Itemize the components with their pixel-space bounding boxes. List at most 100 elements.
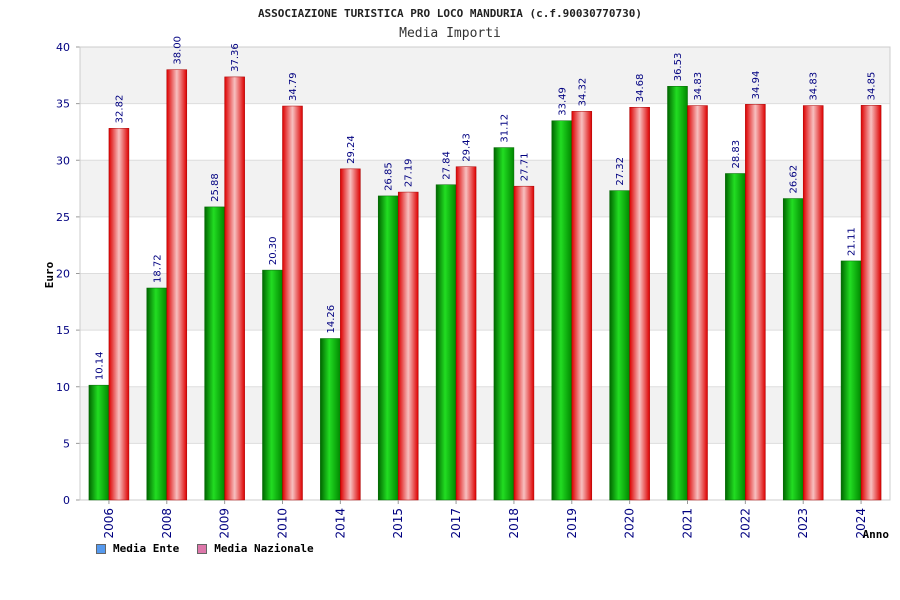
bar-media-ente-2015 — [377, 195, 399, 501]
bar-media-ente-2010 — [262, 269, 283, 501]
data-label: 34.83 — [693, 72, 704, 101]
legend-swatch-media-nazionale — [197, 543, 208, 554]
bar-media-nazionale-2021 — [687, 105, 708, 501]
x-tick-label: 2008 — [160, 508, 174, 539]
x-tick-label: 2006 — [102, 508, 116, 539]
y-tick-label: 25 — [56, 211, 70, 224]
bar-media-nazionale-2018 — [513, 185, 535, 501]
data-label: 14.26 — [326, 305, 337, 334]
plot-band — [80, 386, 890, 444]
x-tick-label: 2017 — [449, 508, 463, 539]
x-tick-label: 2022 — [738, 508, 752, 539]
legend: Media Ente Media Nazionale — [96, 542, 314, 555]
plot-band — [80, 273, 890, 331]
bar-media-nazionale-2017 — [455, 166, 477, 501]
bars — [88, 69, 882, 501]
x-tick-label: 2014 — [333, 508, 347, 539]
plot-band — [80, 103, 890, 161]
y-tick-label: 30 — [56, 154, 70, 167]
y-tick-label: 15 — [56, 324, 70, 337]
data-label: 36.53 — [673, 53, 684, 82]
bar-media-ente-2022 — [725, 173, 746, 501]
plot-band — [80, 216, 890, 274]
data-label: 25.88 — [210, 173, 221, 202]
data-label: 34.83 — [809, 72, 820, 101]
x-axis: 2006 2008 2009 2010 2014 2015 2017 2018 2019 2020… — [102, 500, 868, 539]
legend-item-media-ente: Media Ente — [96, 542, 179, 555]
x-tick-label: 2010 — [276, 508, 290, 539]
y-tick-label: 5 — [63, 437, 70, 450]
data-label: 34.68 — [635, 74, 646, 103]
legend-item-media-nazionale: Media Nazionale — [197, 542, 314, 555]
plot-band — [80, 160, 890, 217]
chart-title: ASSOCIAZIONE TURISTICA PRO LOCO MANDURIA… — [258, 7, 642, 20]
y-tick-label: 10 — [56, 381, 70, 394]
bar-media-ente-2024 — [840, 260, 862, 501]
y-tick-label: 35 — [56, 98, 70, 111]
x-tick-label: 2020 — [623, 508, 637, 539]
bar-media-ente-2014 — [320, 338, 341, 501]
data-labels: 10.14 32.82 18.72 38.00 25.88 37.36 20.30 34.79… — [94, 36, 877, 380]
data-label: 32.82 — [114, 95, 125, 124]
bar-media-ente-2019 — [551, 120, 573, 501]
bar-media-nazionale-2019 — [571, 111, 593, 501]
data-label: 27.32 — [615, 157, 626, 186]
bar-media-nazionale-2020 — [629, 106, 650, 501]
x-axis-label: Anno — [863, 528, 890, 541]
plot-band — [80, 443, 890, 500]
plot-band — [80, 330, 890, 387]
data-label: 29.43 — [462, 133, 473, 162]
bar-media-nazionale-2022 — [745, 104, 766, 501]
bar-media-nazionale-2024 — [860, 105, 882, 501]
bar-media-ente-2006 — [88, 384, 110, 501]
bar-media-nazionale-2015 — [397, 191, 419, 501]
data-label: 34.85 — [867, 72, 878, 101]
bar-media-nazionale-2014 — [340, 168, 361, 501]
x-tick-label: 2021 — [681, 508, 695, 539]
bar-media-nazionale-2006 — [108, 128, 130, 501]
data-label: 37.36 — [230, 43, 241, 72]
data-label: 33.49 — [557, 87, 568, 116]
bar-media-ente-2021 — [667, 86, 688, 501]
data-label: 27.19 — [404, 158, 415, 187]
y-axis: 0 5 10 15 20 25 30 35 40 — [56, 41, 891, 507]
data-label: 27.84 — [442, 151, 453, 180]
x-tick-label: 2024 — [854, 508, 868, 539]
data-label: 38.00 — [172, 36, 183, 65]
y-tick-label: 0 — [63, 494, 70, 507]
bar-media-nazionale-2009 — [224, 76, 245, 501]
bar-media-ente-2009 — [204, 206, 225, 501]
x-tick-label: 2019 — [565, 508, 579, 539]
bar-media-ente-2018 — [493, 147, 515, 501]
bar-media-nazionale-2010 — [282, 105, 303, 501]
bar-media-nazionale-2023 — [802, 105, 824, 501]
data-label: 21.11 — [847, 227, 858, 256]
data-label: 28.83 — [731, 140, 742, 169]
x-tick-label: 2015 — [391, 508, 405, 539]
x-tick-label: 2023 — [796, 508, 810, 539]
y-axis-label: Euro — [43, 261, 56, 288]
data-label: 27.71 — [519, 153, 530, 182]
data-label: 26.62 — [789, 165, 800, 194]
y-tick-label: 20 — [56, 268, 70, 281]
data-label: 18.72 — [152, 254, 163, 283]
y-tick-label: 40 — [56, 41, 70, 54]
data-label: 34.79 — [288, 72, 299, 101]
data-label: 26.85 — [384, 162, 395, 191]
plot-band — [80, 47, 890, 104]
legend-label-media-nazionale: Media Nazionale — [214, 542, 314, 555]
data-label: 34.94 — [751, 71, 762, 100]
chart-subtitle: Media Importi — [399, 26, 501, 41]
bar-media-ente-2023 — [782, 198, 804, 501]
legend-label-media-ente: Media Ente — [113, 542, 180, 555]
legend-swatch-media-ente — [96, 543, 106, 554]
x-tick-label: 2009 — [218, 508, 232, 539]
x-tick-label: 2018 — [507, 508, 521, 539]
bar-media-nazionale-2008 — [166, 69, 188, 501]
bar-media-ente-2020 — [609, 190, 630, 501]
data-label: 20.30 — [268, 236, 279, 265]
data-label: 29.24 — [346, 135, 357, 164]
data-label: 34.32 — [577, 78, 588, 107]
data-label: 10.14 — [94, 352, 105, 381]
